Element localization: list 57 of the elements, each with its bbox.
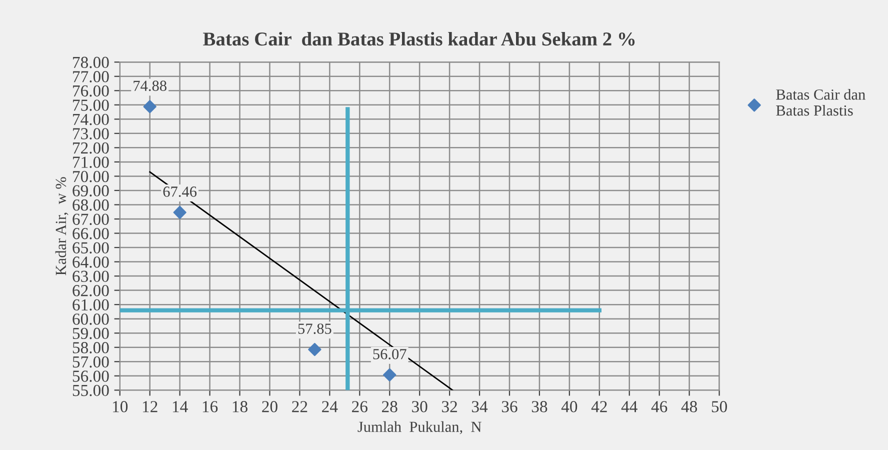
x-tick-label: 12 [142, 401, 158, 412]
x-tick-label: 36 [502, 401, 518, 412]
y-tick-label: 55.00 [72, 384, 109, 396]
y-tick-label: 75.00 [73, 100, 109, 111]
y-tick-label: 62.00 [72, 285, 109, 296]
x-tick-label: 10 [113, 401, 128, 412]
y-tick-label: 57.00 [72, 356, 109, 368]
point [383, 368, 396, 382]
x-tick-label: 24 [322, 401, 338, 412]
x-tick-label: 30 [412, 401, 428, 412]
y-tick-label: 70.00 [73, 170, 109, 182]
x-tick-label: 14 [172, 401, 188, 412]
y-tick-label: 64.00 [72, 256, 109, 268]
y-tick-label: 56.00 [72, 370, 109, 382]
y-tick-label: 68.00 [72, 199, 109, 211]
x-tick-label: 38 [532, 401, 548, 412]
y-tick-label: 76.00 [73, 85, 109, 97]
data-label: 67.46 [163, 186, 197, 197]
x-tick-label: 32 [442, 401, 457, 412]
x-tick-label: 18 [232, 401, 248, 412]
y-tick-label: 71.00 [73, 156, 109, 168]
y-tick-label: 72.00 [73, 142, 109, 154]
y-tick-label: 78.00 [73, 56, 109, 68]
y-tick-label: 60.00 [72, 314, 109, 325]
x-tick-label: 40 [561, 401, 578, 412]
y-tick-label: 66.00 [72, 228, 109, 240]
legend-label: Batas Cair dan Batas Plastis [776, 88, 866, 116]
data-label: 56.07 [373, 348, 406, 360]
y-tick-label: 59.00 [72, 328, 109, 340]
chart-title: Batas Cair dan Batas Plastis kadar Abu Sekam 2 % [203, 32, 635, 46]
x-tick-label: 22 [292, 401, 308, 412]
x-tick-label: 28 [382, 401, 398, 412]
y-tick-label: 63.00 [72, 270, 109, 282]
point [308, 342, 322, 356]
data-label: 74.88 [134, 80, 166, 92]
y-tick-label: 58.00 [72, 342, 109, 354]
y-tick-label: 65.00 [72, 242, 109, 254]
x-tick-label: 16 [202, 401, 218, 412]
x-tick-label: 26 [352, 401, 368, 412]
x-tick-label: 44 [621, 401, 638, 412]
data-label: 57.85 [298, 324, 332, 334]
x-tick-label: 34 [472, 401, 488, 412]
y-tick-label: 67.00 [72, 214, 109, 226]
y-tick-label: 74.00 [73, 114, 109, 126]
y-tick-label: 73.00 [73, 128, 109, 140]
x-tick-label: 46 [651, 401, 668, 412]
point [173, 206, 186, 220]
y-axis-title: Kadar Air, w % [55, 177, 68, 276]
point [143, 100, 156, 114]
x-tick-label: 48 [681, 401, 698, 412]
y-tick-label: 77.00 [73, 71, 109, 82]
y-tick-label: 69.00 [72, 185, 109, 196]
x-tick-label: 50 [712, 401, 727, 412]
x-tick-label: 42 [591, 401, 607, 412]
x-axis-title: Jumlah Pukulan, N [358, 421, 482, 434]
x-tick-label: 20 [262, 401, 278, 412]
y-tick-label: 61.00 [72, 299, 109, 311]
